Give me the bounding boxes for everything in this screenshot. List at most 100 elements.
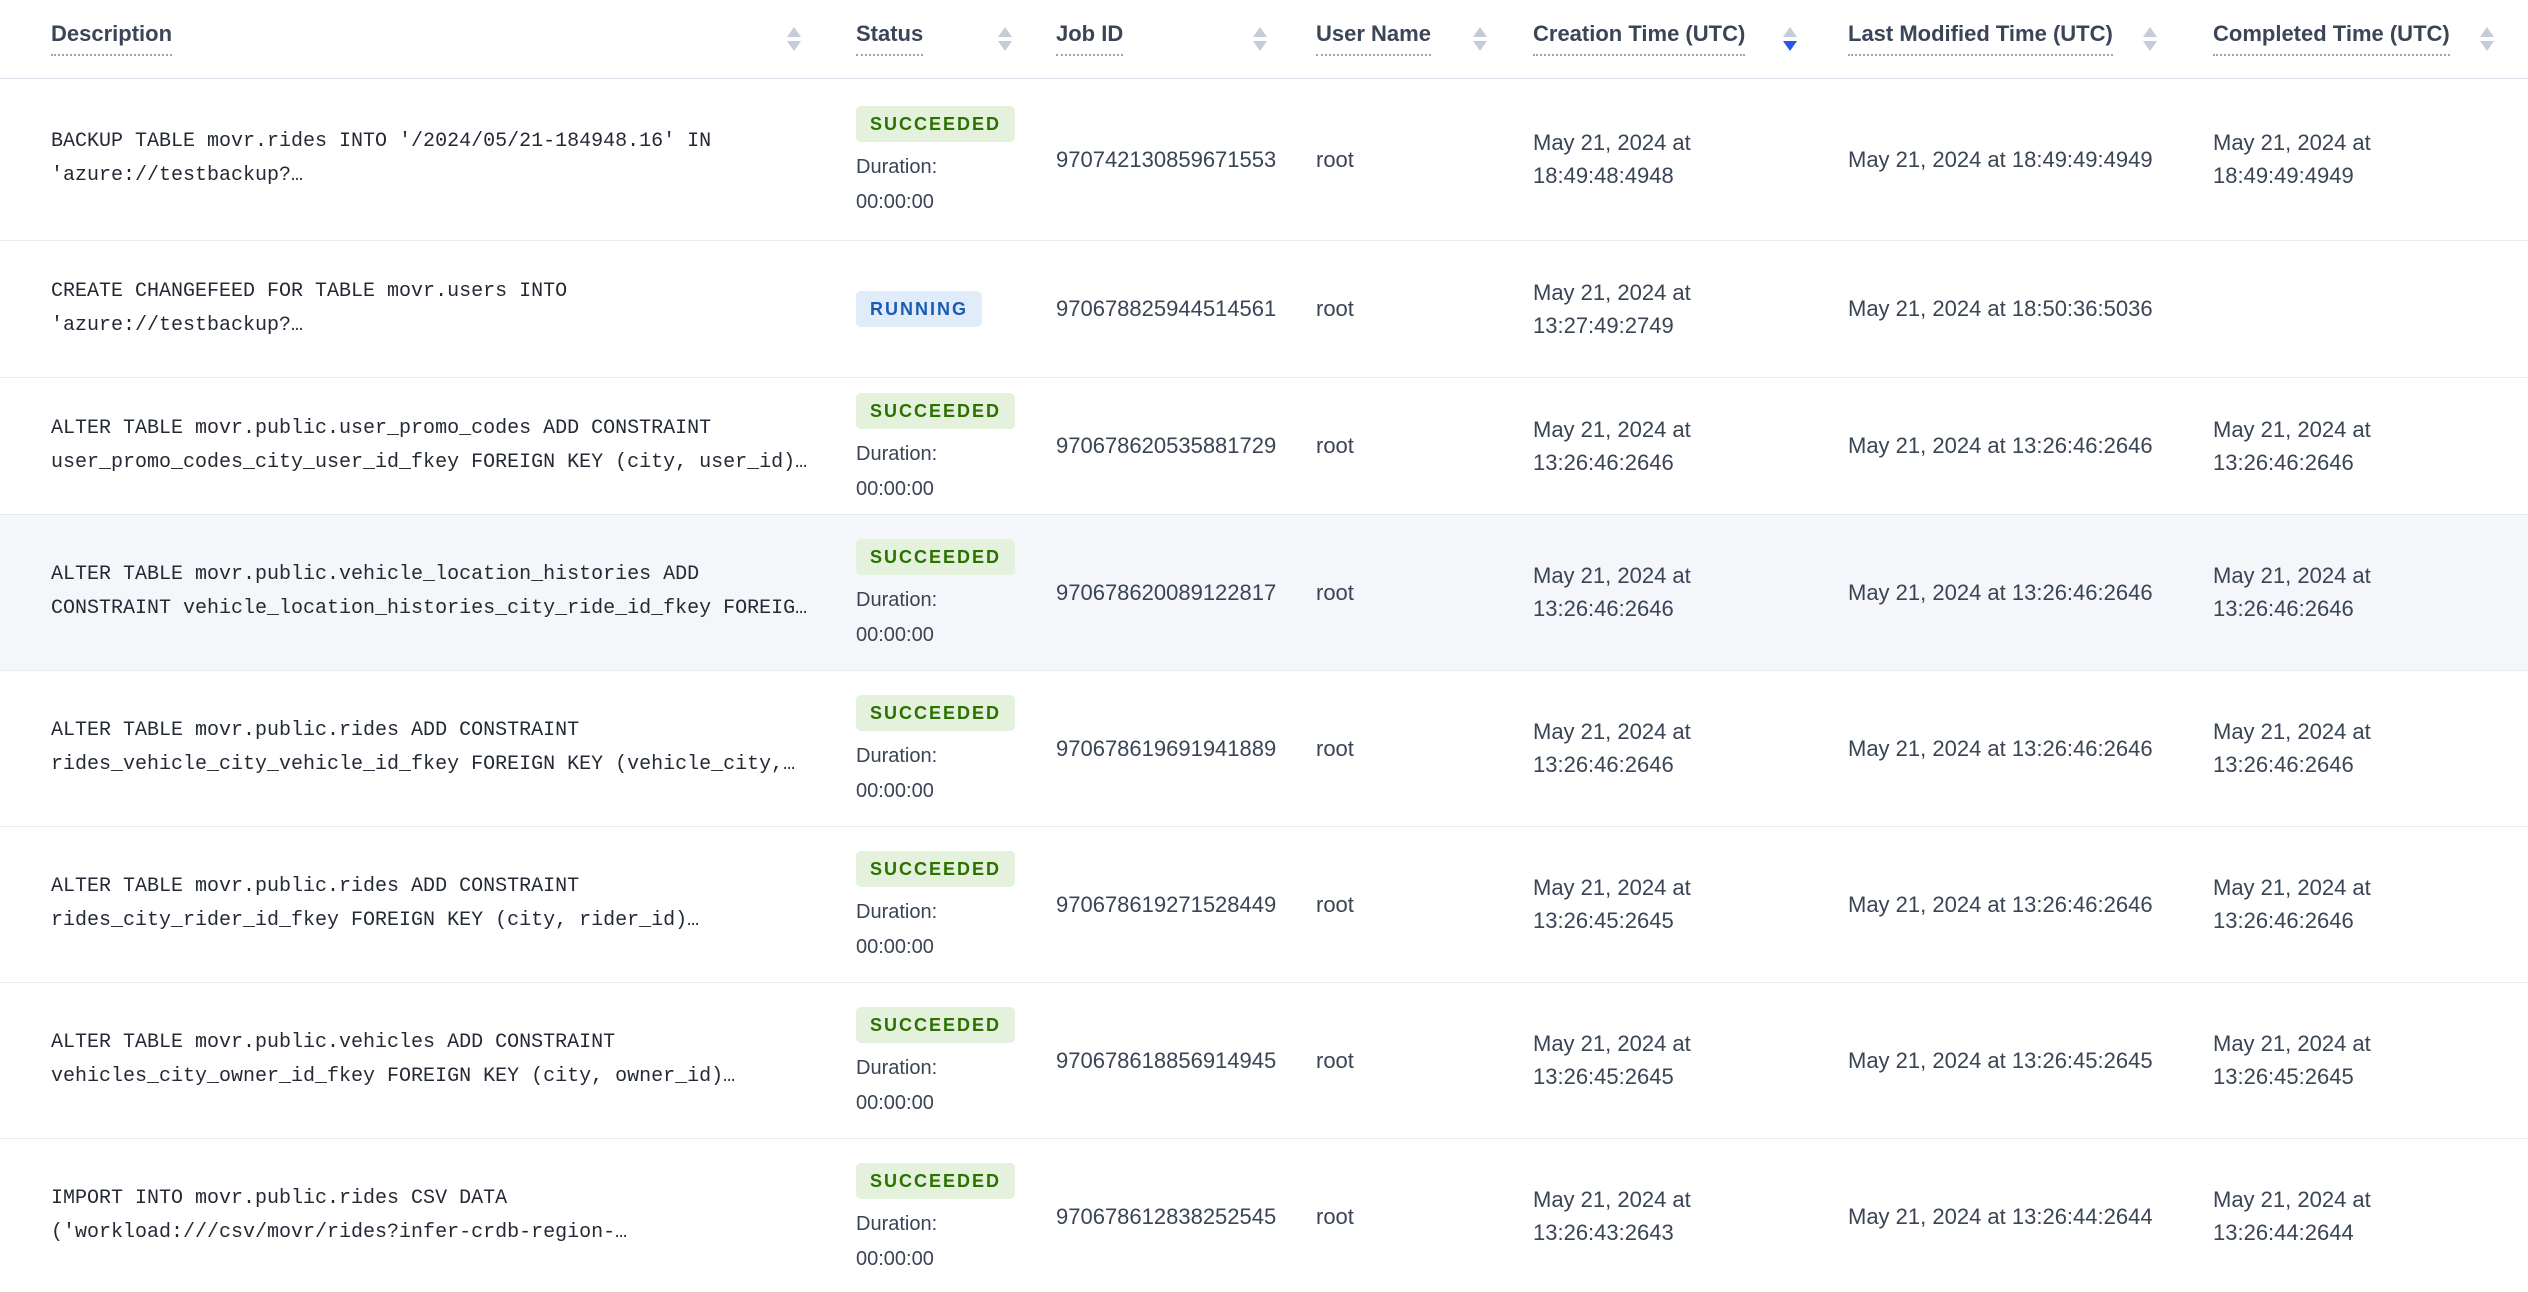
status-cell: SUCCEEDED Duration: 00:00:00 — [805, 78, 1030, 241]
description-cell: ALTER TABLE movr.public.rides ADD CONSTR… — [0, 670, 805, 827]
creation-time: May 21, 2024 at 13:27:49:2749 — [1533, 279, 1691, 338]
creation-time-cell: May 21, 2024 at 13:26:45:2645 — [1505, 826, 1815, 983]
table-row[interactable]: ALTER TABLE movr.public.rides ADD CONSTR… — [0, 826, 2528, 983]
table-row[interactable]: ALTER TABLE movr.public.user_promo_codes… — [0, 377, 2528, 515]
user-name: root — [1316, 1047, 1354, 1073]
user-name: root — [1316, 1203, 1354, 1229]
creation-time-cell: May 21, 2024 at 13:26:43:2643 — [1505, 1138, 1815, 1292]
user-name: root — [1316, 579, 1354, 605]
column-header-last-modified-time[interactable]: Last Modified Time (UTC) — [1815, 0, 2175, 79]
job-description-link[interactable]: ALTER TABLE movr.public.vehicle_location… — [51, 563, 808, 620]
sort-icon[interactable] — [1473, 26, 1505, 51]
job-id: 970678619271528449 — [1056, 891, 1277, 917]
job-description-link[interactable]: ALTER TABLE movr.public.rides ADD CONSTR… — [51, 719, 796, 776]
status-cell: SUCCEEDED Duration: 00:00:00 — [805, 982, 1030, 1139]
column-header-description[interactable]: Description — [0, 0, 805, 79]
job-id-cell: 970678612838252545 — [1030, 1138, 1285, 1292]
column-header-user-name[interactable]: User Name — [1285, 0, 1505, 79]
job-id: 970678612838252545 — [1056, 1203, 1277, 1229]
table-row[interactable]: IMPORT INTO movr.public.rides CSV DATA (… — [0, 1138, 2528, 1292]
last-modified-time-cell: May 21, 2024 at 13:26:45:2645 — [1815, 982, 2175, 1139]
creation-time-cell: May 21, 2024 at 13:26:46:2646 — [1505, 514, 1815, 671]
last-modified-time: May 21, 2024 at 13:26:46:2646 — [1848, 433, 2153, 458]
job-description-link[interactable]: BACKUP TABLE movr.rides INTO '/2024/05/2… — [51, 130, 712, 187]
job-id: 970678620089122817 — [1056, 579, 1277, 605]
last-modified-time: May 21, 2024 at 13:26:46:2646 — [1848, 891, 2153, 917]
creation-time: May 21, 2024 at 13:26:46:2646 — [1533, 719, 1691, 777]
description-cell: ALTER TABLE movr.public.user_promo_codes… — [0, 377, 808, 515]
creation-time: May 21, 2024 at 13:26:46:2646 — [1533, 416, 1691, 475]
completed-time-cell: May 21, 2024 at 13:26:46:2646 — [2175, 670, 2528, 827]
column-header-label: Status — [856, 21, 924, 57]
completed-time: May 21, 2024 at 13:26:46:2646 — [2213, 416, 2371, 475]
job-id-cell: 970678825944514561 — [1030, 240, 1285, 378]
completed-time-cell: May 21, 2024 at 18:49:49:4949 — [2175, 78, 2528, 241]
table-row[interactable]: CREATE CHANGEFEED FOR TABLE movr.users I… — [0, 240, 2528, 378]
duration-label: Duration: — [856, 442, 938, 465]
last-modified-time: May 21, 2024 at 18:49:49:4949 — [1848, 146, 2153, 172]
creation-time: May 21, 2024 at 18:49:48:4948 — [1533, 130, 1691, 188]
creation-time: May 21, 2024 at 13:26:43:2643 — [1533, 1187, 1691, 1245]
column-header-creation-time[interactable]: Creation Time (UTC) — [1505, 0, 1815, 79]
sort-icon[interactable] — [2480, 26, 2528, 51]
job-description-link[interactable]: IMPORT INTO movr.public.rides CSV DATA (… — [51, 1187, 628, 1244]
creation-time: May 21, 2024 at 13:26:46:2646 — [1533, 563, 1691, 621]
duration-value: 00:00:00 — [856, 780, 934, 802]
job-description-link[interactable]: CREATE CHANGEFEED FOR TABLE movr.users I… — [51, 279, 568, 337]
last-modified-time-cell: May 21, 2024 at 13:26:46:2646 — [1815, 514, 2175, 671]
status-badge: RUNNING — [856, 290, 982, 327]
duration-label: Duration: — [856, 589, 938, 611]
job-id: 970678618856914945 — [1056, 1047, 1277, 1073]
completed-time-cell: May 21, 2024 at 13:26:46:2646 — [2175, 514, 2528, 671]
job-id-cell: 970678619691941889 — [1030, 670, 1285, 827]
job-id: 970678619691941889 — [1056, 735, 1277, 761]
completed-time-cell: May 21, 2024 at 13:26:46:2646 — [2175, 826, 2528, 983]
table-row[interactable]: ALTER TABLE movr.public.vehicle_location… — [0, 514, 2528, 671]
table-header-row: Description Status Job ID User Name — [0, 0, 2528, 79]
last-modified-time: May 21, 2024 at 13:26:46:2646 — [1848, 735, 2153, 761]
job-description-link[interactable]: ALTER TABLE movr.public.user_promo_codes… — [51, 416, 808, 474]
duration-label: Duration: — [856, 1213, 938, 1235]
job-id: 970742130859671553 — [1056, 146, 1277, 172]
duration-label: Duration: — [856, 1057, 938, 1079]
duration-label: Duration: — [856, 745, 938, 767]
description-cell: ALTER TABLE movr.public.vehicles ADD CON… — [0, 982, 805, 1139]
column-header-status[interactable]: Status — [805, 0, 1030, 79]
last-modified-time-cell: May 21, 2024 at 18:49:49:4949 — [1815, 78, 2175, 241]
description-cell: IMPORT INTO movr.public.rides CSV DATA (… — [0, 1138, 805, 1292]
sort-icon-active-desc[interactable] — [1783, 26, 1815, 51]
last-modified-time: May 21, 2024 at 13:26:44:2644 — [1848, 1203, 2153, 1229]
column-header-job-id[interactable]: Job ID — [1030, 0, 1285, 79]
sort-icon[interactable] — [1253, 26, 1285, 51]
job-description-link[interactable]: ALTER TABLE movr.public.vehicles ADD CON… — [51, 1031, 736, 1088]
duration-label: Duration: — [856, 901, 938, 923]
status-badge: SUCCEEDED — [856, 695, 1016, 731]
description-cell: ALTER TABLE movr.public.rides ADD CONSTR… — [0, 826, 805, 983]
completed-time: May 21, 2024 at 13:26:45:2645 — [2213, 1031, 2371, 1089]
job-id-cell: 970678620535881729 — [1030, 377, 1285, 515]
column-header-completed-time[interactable]: Completed Time (UTC) — [2175, 0, 2528, 79]
duration-value: 00:00:00 — [856, 936, 934, 958]
table-row[interactable]: ALTER TABLE movr.public.vehicles ADD CON… — [0, 982, 2528, 1139]
duration-value: 00:00:00 — [856, 477, 934, 500]
status-cell: SUCCEEDED Duration: 00:00:00 — [805, 377, 1030, 515]
job-id-cell: 970678618856914945 — [1030, 982, 1285, 1139]
column-header-label: Completed Time (UTC) — [2213, 21, 2450, 57]
creation-time-cell: May 21, 2024 at 13:26:45:2645 — [1505, 982, 1815, 1139]
sort-icon[interactable] — [787, 26, 805, 51]
job-id-cell: 970742130859671553 — [1030, 78, 1285, 241]
table-row[interactable]: BACKUP TABLE movr.rides INTO '/2024/05/2… — [0, 78, 2528, 241]
creation-time-cell: May 21, 2024 at 13:26:46:2646 — [1505, 377, 1815, 515]
status-badge: SUCCEEDED — [856, 392, 1016, 429]
completed-time: May 21, 2024 at 13:26:46:2646 — [2213, 719, 2371, 777]
status-badge: SUCCEEDED — [856, 851, 1016, 887]
sort-icon[interactable] — [2143, 26, 2175, 51]
table-row[interactable]: ALTER TABLE movr.public.rides ADD CONSTR… — [0, 670, 2528, 827]
completed-time: May 21, 2024 at 13:26:46:2646 — [2213, 875, 2371, 933]
description-cell: BACKUP TABLE movr.rides INTO '/2024/05/2… — [0, 78, 805, 241]
sort-icon[interactable] — [998, 26, 1030, 51]
job-description-link[interactable]: ALTER TABLE movr.public.rides ADD CONSTR… — [51, 875, 700, 932]
user-name: root — [1316, 433, 1354, 458]
job-id-cell: 970678619271528449 — [1030, 826, 1285, 983]
